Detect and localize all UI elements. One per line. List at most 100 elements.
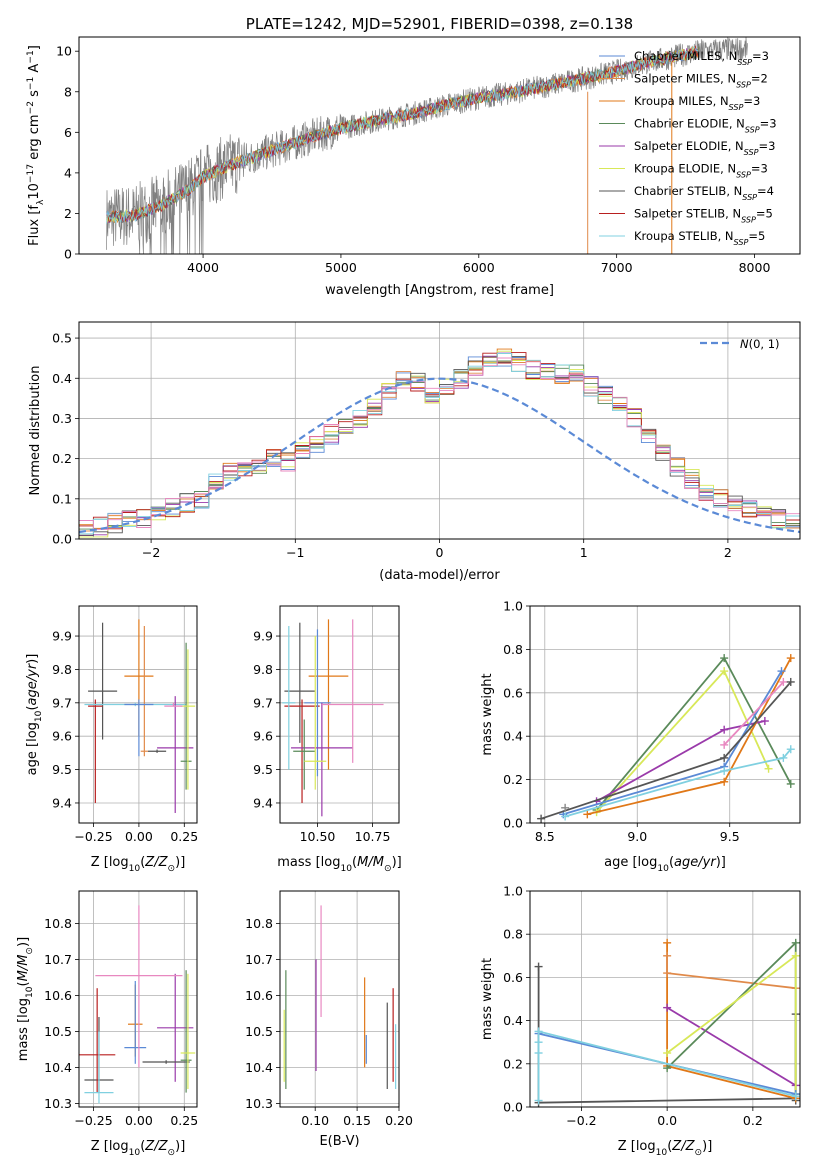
histogram-series bbox=[79, 353, 800, 535]
y-tick-label: 10.7 bbox=[245, 952, 273, 967]
y-tick-label: 0.4 bbox=[52, 371, 72, 386]
axes-frame bbox=[529, 890, 801, 1108]
errorbar-point bbox=[147, 749, 167, 753]
axes-frame bbox=[279, 605, 400, 824]
y-axis-label: mass weight bbox=[480, 673, 495, 755]
errorbar-point bbox=[88, 622, 118, 740]
legend-label: N(0, 1) bbox=[740, 337, 780, 351]
x-tick-label: −0.25 bbox=[74, 829, 112, 844]
weight-lines bbox=[537, 654, 795, 823]
legend-label: Salpeter STELIB, NSSP=5 bbox=[634, 207, 773, 225]
legend-label: Chabrier MILES, NSSP=3 bbox=[634, 49, 769, 67]
errorbar-point bbox=[291, 702, 353, 817]
errorbars bbox=[79, 905, 196, 1104]
mass_vs_ebv-plot: 0.10 0.15 0.20 10.3 10.4 10.5 10.6 10.7 10.8 E(B-… bbox=[245, 890, 413, 1149]
weight_vs_age-plot: 8.5 9.0 9.5 0.0 0.2 0.4 0.6 0.8 1.0 age [log10(ag… bbox=[480, 599, 801, 874]
x-tick-label: 8.5 bbox=[535, 829, 555, 844]
y-tick-label: 0.2 bbox=[503, 772, 523, 787]
x-tick-label: 0 bbox=[436, 545, 444, 560]
legend: Chabrier MILES, NSSP=3 Salpeter MILES, NS… bbox=[599, 49, 777, 247]
y-tick-label: 1.0 bbox=[503, 884, 523, 899]
errorbar-point bbox=[157, 973, 194, 1082]
y-tick-label: 0.5 bbox=[52, 331, 72, 346]
weight-series-line bbox=[540, 681, 792, 820]
y-tick-label: 10.5 bbox=[44, 1024, 72, 1039]
x-tick-label: 0.00 bbox=[125, 829, 153, 844]
weight-series-line bbox=[564, 748, 792, 818]
x-tick-label: −2 bbox=[142, 545, 160, 560]
y-tick-label: 0.0 bbox=[503, 1100, 523, 1115]
errorbar-point bbox=[95, 905, 183, 1068]
y-tick-label: 9.6 bbox=[253, 729, 273, 744]
weight-series-line bbox=[666, 1006, 797, 1087]
x-axis-label: Z [log10(Z/Z⊙)] bbox=[91, 855, 186, 874]
x-axis-label: mass [log10(M/M⊙)] bbox=[277, 855, 401, 874]
x-tick-label: 0.25 bbox=[170, 1113, 198, 1128]
y-tick-label: 4 bbox=[64, 165, 72, 180]
legend-label: Kroupa ELODIE, NSSP=3 bbox=[634, 162, 768, 180]
mass_vs_Z-plot: −0.25 0.00 0.25 10.3 10.4 10.5 10.6 10.7 10.8 Z [… bbox=[16, 890, 198, 1158]
errorbar-point bbox=[304, 629, 331, 777]
y-tick-label: 9.8 bbox=[52, 662, 72, 677]
y-tick-label: 0.6 bbox=[503, 685, 523, 700]
x-tick-label: 8000 bbox=[739, 260, 771, 275]
y-tick-label: 9.7 bbox=[52, 695, 72, 710]
y-tick-label: 0.0 bbox=[503, 816, 523, 831]
x-tick-label: 2 bbox=[724, 545, 732, 560]
errorbars bbox=[283, 905, 397, 1089]
y-tick-label: 0.6 bbox=[503, 970, 523, 985]
y-tick-label: 10.3 bbox=[245, 1096, 273, 1111]
y-tick-label: 10.6 bbox=[245, 988, 273, 1003]
y-tick-label: 0.2 bbox=[503, 1056, 523, 1071]
y-tick-label: 0.4 bbox=[503, 1013, 523, 1028]
y-tick-label: 9.9 bbox=[52, 629, 72, 644]
errorbar-point bbox=[282, 626, 296, 770]
x-tick-label: 0.20 bbox=[385, 1113, 413, 1128]
x-tick-label: 4000 bbox=[187, 260, 219, 275]
x-tick-label: −1 bbox=[286, 545, 304, 560]
x-tick-label: 9.0 bbox=[627, 829, 647, 844]
legend: N(0, 1) bbox=[700, 337, 780, 351]
y-tick-label: 1.0 bbox=[503, 599, 523, 614]
legend-label: Chabrier ELODIE, NSSP=3 bbox=[634, 117, 777, 135]
errorbar-point bbox=[304, 636, 327, 790]
y-tick-label: 10.8 bbox=[44, 916, 72, 931]
axes-frame bbox=[78, 890, 198, 1108]
errorbars bbox=[84, 619, 196, 813]
x-tick-label: 0.25 bbox=[170, 829, 198, 844]
errorbar-point bbox=[157, 696, 194, 813]
legend-label: Chabrier STELIB, NSSP=4 bbox=[634, 184, 774, 202]
errorbar-point bbox=[180, 973, 196, 1089]
x-tick-label: 7000 bbox=[601, 260, 633, 275]
x-tick-label: 10.75 bbox=[355, 829, 391, 844]
y-tick-label: 10.7 bbox=[44, 952, 72, 967]
age_vs_mass-plot: 10.50 10.75 9.4 9.5 9.6 9.7 9.8 9.9 mass [log10(… bbox=[253, 605, 402, 874]
x-tick-label: 0.10 bbox=[301, 1113, 329, 1128]
errorbar-point bbox=[142, 1060, 190, 1064]
chart-title: PLATE=1242, MJD=52901, FIBERID=0398, z=0… bbox=[246, 15, 633, 33]
y-axis-label: mass weight bbox=[480, 958, 495, 1040]
errorbar-point bbox=[180, 970, 192, 1093]
residuals-plot: −2 −1 0 1 2 0.0 0.1 0.2 0.3 0.4 0.5 (data-model)/er… bbox=[28, 321, 801, 583]
y-tick-label: 9.6 bbox=[52, 729, 72, 744]
x-tick-label: 0.2 bbox=[743, 1113, 763, 1128]
axes-frame bbox=[529, 605, 801, 824]
errorbar-point bbox=[284, 622, 316, 743]
y-tick-label: 9.4 bbox=[253, 795, 273, 810]
x-axis-label: (data-model)/error bbox=[379, 568, 500, 583]
weight_vs_Z-plot: −0.2 0.0 0.2 0.0 0.2 0.4 0.6 0.8 1.0 Z [log10(Z/Z… bbox=[480, 884, 801, 1158]
x-tick-label: 1 bbox=[580, 545, 588, 560]
errorbar-point bbox=[293, 719, 316, 790]
y-tick-label: 10.8 bbox=[245, 916, 273, 931]
weight-series-line bbox=[596, 720, 766, 803]
errorbar-point bbox=[79, 988, 116, 1093]
axes-frame bbox=[78, 36, 801, 255]
histogram-series bbox=[79, 357, 800, 530]
y-tick-label: 0.8 bbox=[503, 642, 523, 657]
legend-label: Salpeter ELODIE, NSSP=3 bbox=[634, 139, 775, 157]
y-tick-label: 8 bbox=[64, 84, 72, 99]
x-tick-label: 10.50 bbox=[300, 829, 336, 844]
y-tick-label: 10.5 bbox=[245, 1024, 273, 1039]
errorbars bbox=[282, 619, 384, 817]
axes-frame bbox=[279, 890, 400, 1108]
